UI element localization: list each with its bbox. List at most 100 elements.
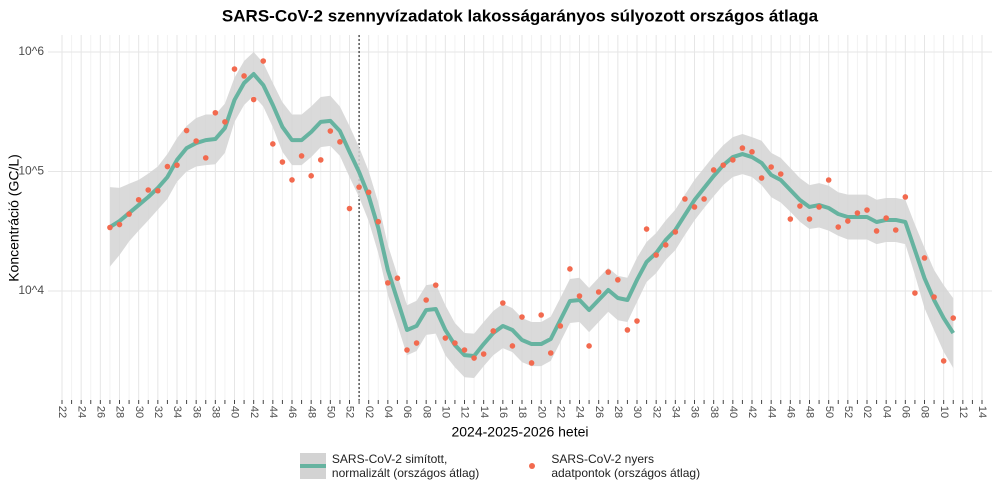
data-point: [950, 315, 957, 321]
data-point: [260, 58, 267, 64]
x-tick-label: 52: [344, 406, 356, 418]
legend: SARS-CoV-2 simított, normalizált (ország…: [0, 452, 1000, 480]
data-point: [892, 227, 899, 233]
x-tick-label: 02: [861, 406, 873, 418]
x-tick-label: 38: [708, 406, 720, 418]
legend-label: SARS-CoV-2 simított, normalizált (ország…: [331, 452, 480, 480]
x-tick-label: 48: [804, 406, 816, 418]
data-point: [356, 184, 362, 190]
x-tick-label: 26: [593, 406, 605, 418]
data-point: [394, 275, 401, 282]
x-tick-label: 10: [938, 406, 950, 418]
data-point: [538, 312, 544, 318]
x-tick-label: 26: [94, 406, 106, 418]
smoothed-line: [108, 72, 955, 358]
data-point: [576, 293, 583, 299]
data-point: [672, 229, 679, 235]
data-point: [135, 196, 142, 203]
data-point: [490, 328, 497, 334]
x-tick-label: 42: [746, 406, 758, 418]
x-tick-label: 34: [669, 406, 681, 418]
data-point: [193, 138, 199, 144]
x-tick-label: 06: [899, 406, 911, 418]
x-tick-label: 08: [420, 406, 432, 418]
data-point: [595, 289, 602, 295]
data-point: [864, 207, 870, 213]
data-point: [183, 127, 190, 134]
data-point: [231, 66, 238, 72]
x-tick-label: 30: [133, 406, 145, 418]
confidence-band: [109, 51, 954, 379]
data-point: [145, 187, 152, 193]
data-point: [452, 340, 458, 346]
data-point: [854, 210, 861, 216]
x-tick-label: 10: [439, 406, 451, 418]
data-point: [777, 171, 784, 177]
x-tick-label: 40: [229, 406, 241, 418]
data-point: [500, 300, 506, 306]
chart: SARS-CoV-2 szennyvízadatok lakosságarány…: [6, 6, 992, 440]
x-tick-label: 46: [286, 406, 298, 418]
data-point: [212, 109, 219, 116]
legend-item: SARS-CoV-2 simított, normalizált (ország…: [299, 452, 480, 480]
data-point: [605, 269, 612, 275]
data-point: [528, 360, 535, 366]
data-point: [921, 255, 928, 261]
data-point: [682, 196, 688, 202]
data-point: [317, 157, 324, 163]
data-point: [662, 242, 669, 248]
data-point: [270, 141, 276, 147]
x-tick-label: 38: [209, 406, 221, 418]
data-point: [643, 226, 650, 232]
data-point: [749, 149, 755, 155]
chart-title: SARS-CoV-2 szennyvízadatok lakosságarány…: [222, 6, 819, 25]
data-point: [701, 196, 707, 202]
x-tick-label: 12: [957, 406, 969, 418]
data-point: [519, 314, 525, 320]
data-point: [768, 164, 774, 170]
data-point: [327, 128, 334, 134]
y-axis-title: Koncentráció (GC/L): [6, 154, 22, 282]
data-point: [931, 294, 937, 300]
x-tick-label: 34: [171, 406, 183, 418]
data-point: [806, 216, 813, 222]
data-point: [442, 335, 449, 341]
data-point: [615, 277, 621, 283]
data-point: [375, 218, 382, 225]
data-point: [653, 252, 659, 258]
x-tick-label: 24: [574, 406, 586, 418]
data-point: [385, 280, 391, 286]
x-tick-label: 04: [382, 406, 394, 418]
x-tick-label: 06: [401, 406, 413, 418]
data-point: [902, 194, 909, 200]
y-tick-label: 10^4: [18, 283, 44, 297]
data-point: [720, 162, 727, 168]
y-tick-label: 10^5: [18, 164, 44, 178]
data-point: [509, 343, 516, 349]
x-tick-label: 50: [823, 406, 835, 418]
x-tick-label: 02: [363, 406, 375, 418]
legend-label: SARS-CoV-2 nyers adatpontok (országos át…: [551, 452, 701, 480]
data-point: [241, 73, 247, 79]
data-point: [174, 162, 180, 168]
data-point: [557, 323, 564, 329]
data-point: [691, 204, 698, 210]
data-point: [126, 211, 132, 217]
x-tick-label: 50: [324, 406, 336, 418]
x-tick-label: 08: [919, 406, 931, 418]
data-point: [116, 221, 123, 228]
x-tick-label: 04: [880, 406, 892, 418]
data-point: [432, 282, 439, 288]
x-tick-label: 16: [497, 406, 509, 418]
data-point: [758, 175, 765, 181]
x-tick-label: 44: [267, 406, 279, 418]
data-point: [586, 343, 592, 349]
data-point: [164, 163, 171, 170]
data-point: [289, 177, 295, 183]
data-point: [873, 228, 880, 234]
x-tick-label: 32: [650, 406, 662, 418]
x-tick-label: 14: [478, 406, 490, 418]
x-tick-label: 44: [765, 406, 777, 418]
data-point: [404, 347, 410, 353]
